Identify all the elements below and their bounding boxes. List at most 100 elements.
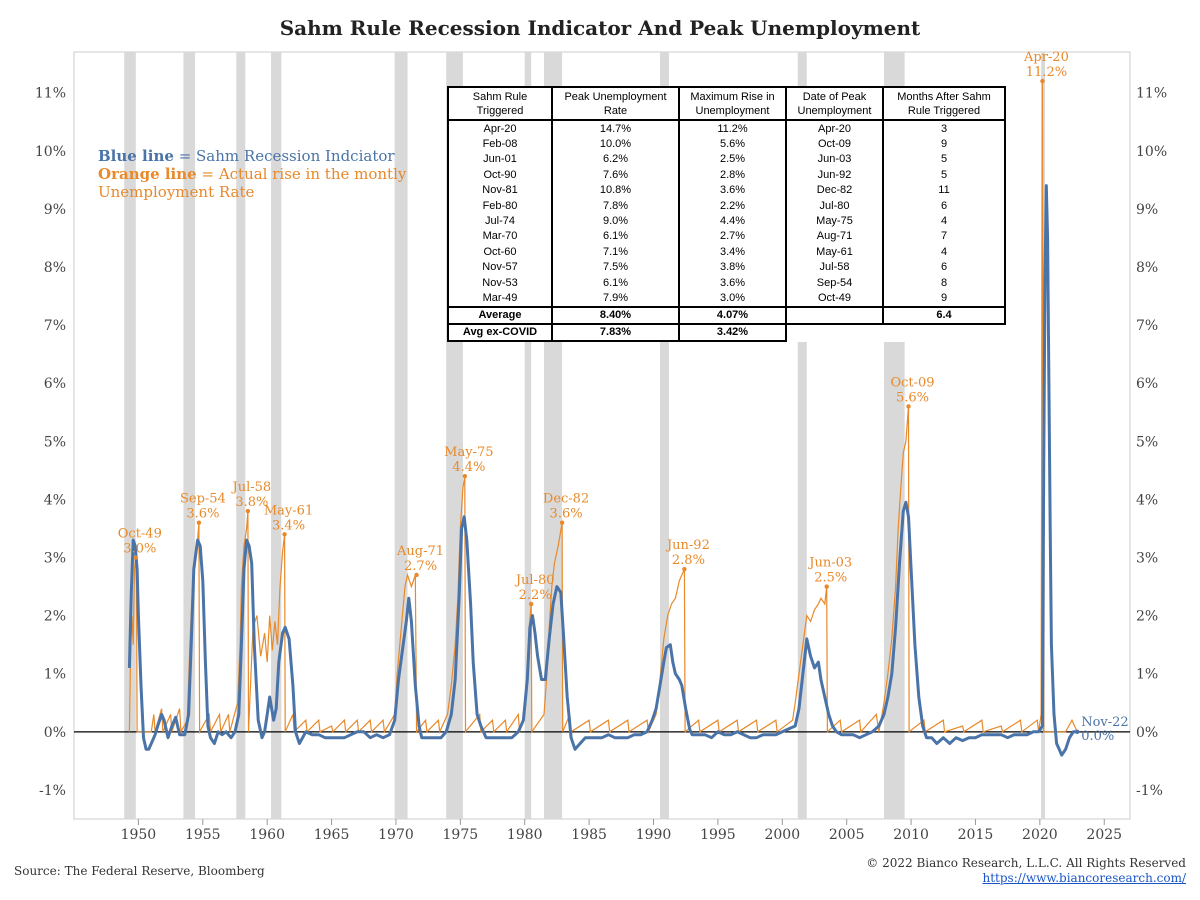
- y-tick-label: 5%: [44, 434, 66, 450]
- y-tick-label-right: -1%: [1136, 783, 1163, 799]
- table-cell: 5: [882, 151, 1006, 168]
- table-cell: 4: [882, 244, 1006, 260]
- legend-orange-label: Orange line: [98, 165, 197, 183]
- end-marker: [1075, 729, 1080, 735]
- table-cell: 3.6%: [678, 182, 787, 198]
- peak-value-label: 3.6%: [186, 507, 219, 522]
- table-row: Oct-60 7.1% 3.4% May-61 4: [447, 244, 1006, 260]
- table-cell: 2.5%: [678, 151, 787, 168]
- copyright-block: © 2022 Bianco Research, L.L.C. All Right…: [866, 856, 1186, 886]
- y-tick-label-right: 9%: [1136, 202, 1158, 218]
- table-cell: [785, 305, 884, 325]
- x-tick-label: 2015: [958, 827, 994, 843]
- table-cell: 10.8%: [551, 182, 680, 198]
- peak-date-label: Jul-80: [514, 573, 555, 588]
- table-cell: 11.2%: [678, 120, 787, 137]
- table-cell: Nov-57: [447, 259, 553, 275]
- table-cell: 9: [882, 136, 1006, 152]
- peak-date-label: Sep-54: [180, 492, 226, 507]
- legend: Blue line = Sahm Recession Indciator Ora…: [98, 147, 406, 201]
- table-cell: Feb-08: [447, 136, 553, 152]
- peak-marker: [133, 555, 139, 560]
- table-cell: Jul-58: [785, 259, 884, 275]
- table-cell: 6: [882, 197, 1006, 214]
- table-cell: 2.8%: [678, 167, 787, 183]
- recession-band: [236, 52, 246, 819]
- table-cell: 4.07%: [678, 305, 787, 325]
- y-tick-label-right: 2%: [1136, 609, 1158, 625]
- table-header: Date of Peak Unemployment: [785, 86, 884, 121]
- peak-value-label: 3.8%: [235, 495, 268, 510]
- table-cell: Oct-60: [447, 244, 553, 260]
- peak-value-label: 2.8%: [672, 553, 705, 568]
- table-cell: Jul-74: [447, 213, 553, 229]
- table-header-row: Sahm Rule Triggered Peak Unemployment Rate…: [447, 86, 1006, 121]
- x-tick-label: 1960: [249, 827, 285, 843]
- table-cell: 3.0%: [678, 290, 787, 308]
- table-cell: 3.6%: [678, 274, 787, 291]
- peak-date-label: May-61: [264, 503, 313, 518]
- y-tick-label-right: 0%: [1136, 725, 1158, 741]
- table-cell: Nov-81: [447, 182, 553, 198]
- table-cell: 3.42%: [678, 322, 787, 342]
- y-tick-label: 11%: [35, 86, 66, 102]
- table-cell: Mar-49: [447, 290, 553, 308]
- table-cell: 7.1%: [551, 244, 680, 260]
- table-cell: 9: [882, 290, 1006, 308]
- recession-band: [271, 52, 282, 819]
- table-cell: Feb-80: [447, 197, 553, 214]
- plot-frame: [73, 51, 1131, 820]
- table-cell: Dec-82: [785, 182, 884, 198]
- y-tick-label: 10%: [35, 144, 66, 160]
- peak-date-label: Apr-20: [1023, 50, 1069, 65]
- table-cell: Jun-92: [785, 167, 884, 183]
- table-cell: 5.6%: [678, 136, 787, 152]
- y-tick-label-right: 8%: [1136, 260, 1158, 276]
- table-cell: 7.5%: [551, 259, 680, 275]
- table-cell: Oct-09: [785, 136, 884, 152]
- series-lines: [127, 81, 1078, 757]
- table-cell: 7.8%: [551, 197, 680, 214]
- table-cell: 4.4%: [678, 213, 787, 229]
- table-cell: 3.8%: [678, 259, 787, 275]
- table-header: Sahm Rule Triggered: [447, 86, 553, 121]
- x-tick-label: 1980: [507, 827, 543, 843]
- peak-date-label: Oct-49: [118, 527, 162, 542]
- y-tick-label: 0%: [44, 725, 66, 741]
- table-cell: Jun-03: [785, 151, 884, 168]
- end-date-label: Nov-22: [1081, 715, 1128, 730]
- end-value-label: 0.0%: [1081, 729, 1114, 744]
- recession-band: [524, 52, 532, 819]
- peak-marker: [824, 584, 829, 589]
- x-tick-label: 1995: [700, 827, 736, 843]
- table-row: Oct-90 7.6% 2.8% Jun-92 5: [447, 167, 1006, 183]
- peak-date-label: Jun-03: [807, 556, 852, 571]
- table-row: Jul-74 9.0% 4.4% May-75 4: [447, 213, 1006, 229]
- y-tick-label-right: 3%: [1136, 551, 1158, 567]
- recession-band: [659, 52, 669, 819]
- table-cell: 6.1%: [551, 274, 680, 291]
- peak-marker: [462, 473, 468, 479]
- table-cell: Apr-20: [447, 120, 553, 137]
- table-cell: 8: [882, 274, 1006, 291]
- peak-date-label: Jul-58: [231, 480, 272, 495]
- legend-orange-text-1: = Actual rise in the montly: [201, 165, 407, 183]
- table-cell: 6.1%: [551, 228, 680, 245]
- table-cell: Oct-90: [447, 167, 553, 183]
- y-tick-label-right: 7%: [1136, 318, 1158, 334]
- y-tick-label: 6%: [44, 376, 66, 392]
- table-cell: 9.0%: [551, 213, 680, 229]
- table-cell: 7.9%: [551, 290, 680, 308]
- peak-marker: [282, 532, 287, 537]
- peak-marker: [196, 520, 202, 525]
- table-ex-covid-row: Avg ex-COVID 7.83% 3.42%: [447, 322, 1005, 342]
- peak-marker: [559, 520, 565, 525]
- peak-value-label: 4.4%: [452, 460, 485, 475]
- table-header: Peak Unemployment Rate: [551, 86, 680, 121]
- y-tick-label-right: 11%: [1136, 86, 1167, 102]
- peak-marker: [682, 566, 687, 572]
- peak-marker: [906, 404, 911, 409]
- website-link[interactable]: https://www.biancoresearch.com/: [982, 871, 1186, 885]
- x-axis-ticks: 1950 1955 1960 1965 1970 1975 1980 1985 1990 1995…: [121, 819, 1122, 843]
- peak-date-label: Aug-71: [396, 544, 444, 559]
